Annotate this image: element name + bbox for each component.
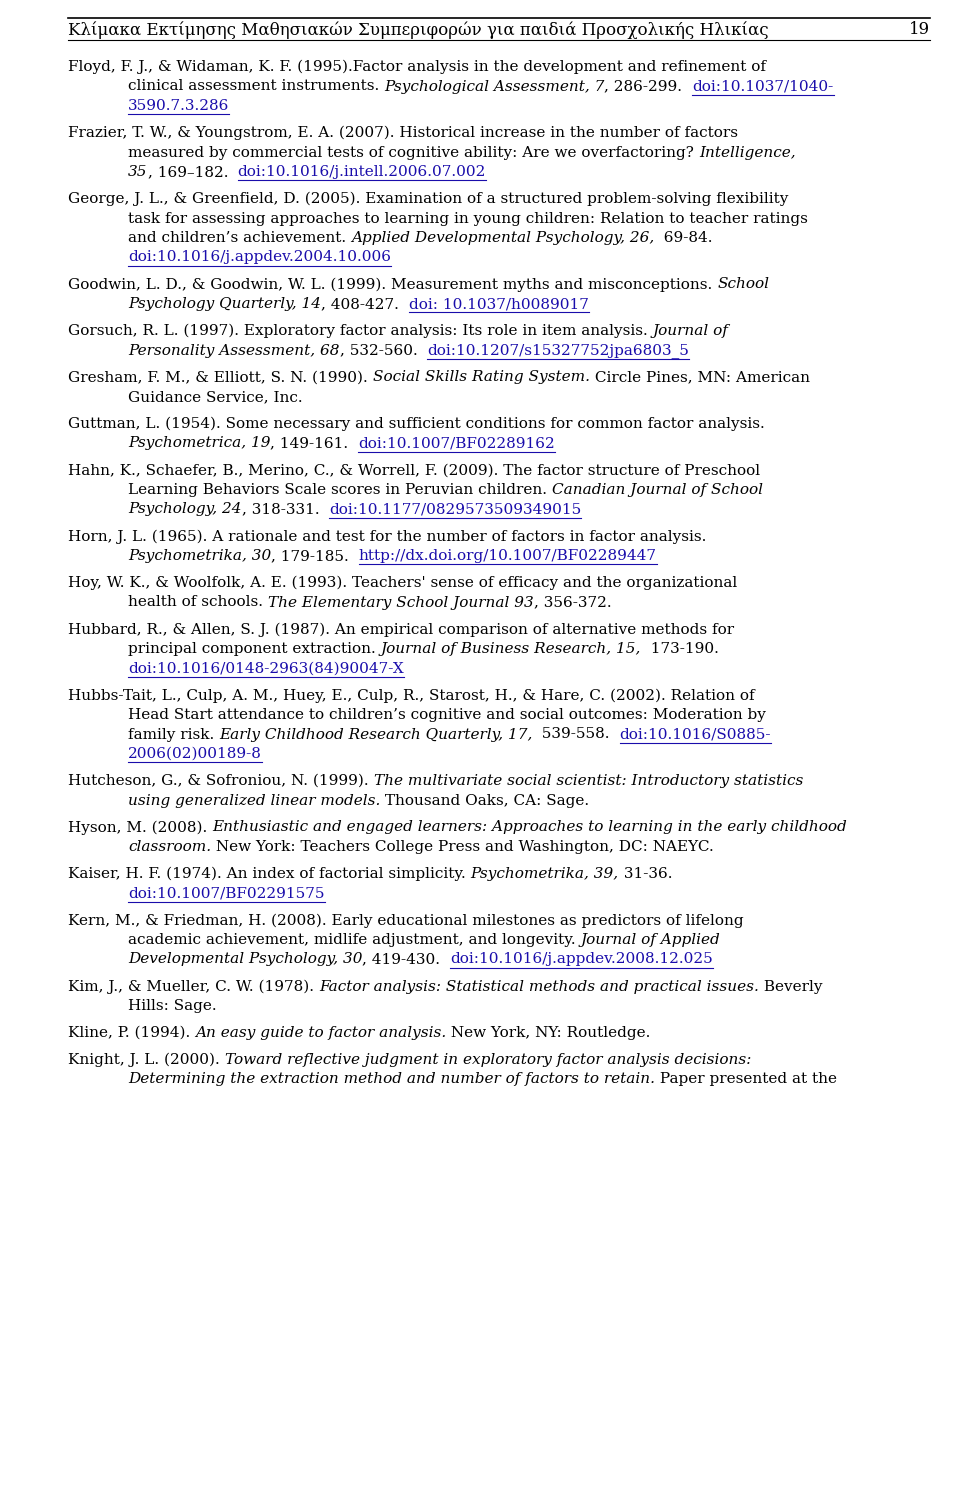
Text: , 286-299.: , 286-299. [605, 79, 692, 94]
Text: 69-84.: 69-84. [655, 231, 712, 245]
Text: Hyson, M. (2008).: Hyson, M. (2008). [68, 821, 212, 836]
Text: Guidance Service, Inc.: Guidance Service, Inc. [128, 389, 302, 404]
Text: , 408-427.: , 408-427. [321, 297, 409, 310]
Text: Personality Assessment, 68: Personality Assessment, 68 [128, 343, 340, 358]
Text: Journal of: Journal of [653, 324, 729, 339]
Text: Kline, P. (1994).: Kline, P. (1994). [68, 1026, 195, 1040]
Text: Circle Pines, MN: American: Circle Pines, MN: American [589, 370, 809, 385]
Text: Psychometrika, 30: Psychometrika, 30 [128, 549, 272, 562]
Text: Psychometrika, 39,: Psychometrika, 39, [470, 867, 619, 880]
Text: New York, NY: Routledge.: New York, NY: Routledge. [446, 1026, 651, 1040]
Text: task for assessing approaches to learning in young children: Relation to teacher: task for assessing approaches to learnin… [128, 212, 808, 225]
Text: academic achievement, midlife adjustment, and longevity.: academic achievement, midlife adjustment… [128, 932, 581, 947]
Text: doi:10.1016/0148-2963(84)90047-X: doi:10.1016/0148-2963(84)90047-X [128, 661, 404, 676]
Text: Kern, M., & Friedman, H. (2008). Early educational milestones as predictors of l: Kern, M., & Friedman, H. (2008). Early e… [68, 913, 744, 928]
Text: School: School [717, 278, 769, 291]
Text: doi:10.1016/j.intell.2006.07.002: doi:10.1016/j.intell.2006.07.002 [238, 166, 486, 179]
Text: An easy guide to factor analysis.: An easy guide to factor analysis. [195, 1026, 446, 1040]
Text: doi:10.1007/BF02289162: doi:10.1007/BF02289162 [358, 437, 555, 451]
Text: doi:10.1037/1040-: doi:10.1037/1040- [692, 79, 833, 94]
Text: Hutcheson, G., & Sofroniou, N. (1999).: Hutcheson, G., & Sofroniou, N. (1999). [68, 774, 373, 788]
Text: , 149-161.: , 149-161. [271, 437, 358, 451]
Text: doi:10.1016/j.appdev.2004.10.006: doi:10.1016/j.appdev.2004.10.006 [128, 251, 391, 264]
Text: Social Skills Rating System.: Social Skills Rating System. [372, 370, 589, 385]
Text: , 179-185.: , 179-185. [272, 549, 359, 562]
Text: classroom.: classroom. [128, 840, 211, 853]
Text: Hubbs-Tait, L., Culp, A. M., Huey, E., Culp, R., Starost, H., & Hare, C. (2002).: Hubbs-Tait, L., Culp, A. M., Huey, E., C… [68, 688, 755, 703]
Text: Floyd, F. J., & Widaman, K. F. (1995).Factor analysis in the development and ref: Floyd, F. J., & Widaman, K. F. (1995).Fa… [68, 60, 766, 75]
Text: Toward reflective judgment in exploratory factor analysis decisions:: Toward reflective judgment in explorator… [225, 1053, 751, 1067]
Text: Psychology Quarterly, 14: Psychology Quarterly, 14 [128, 297, 321, 310]
Text: The Elementary School Journal 93: The Elementary School Journal 93 [268, 595, 534, 610]
Text: Journal of Business Research, 15,: Journal of Business Research, 15, [380, 642, 641, 656]
Text: Enthusiastic and engaged learners: Approaches to learning in the early childhood: Enthusiastic and engaged learners: Appro… [212, 821, 847, 834]
Text: Kaiser, H. F. (1974). An index of factorial simplicity.: Kaiser, H. F. (1974). An index of factor… [68, 867, 470, 882]
Text: and children’s achievement.: and children’s achievement. [128, 231, 351, 245]
Text: 3590.7.3.286: 3590.7.3.286 [128, 98, 229, 113]
Text: Knight, J. L. (2000).: Knight, J. L. (2000). [68, 1053, 225, 1067]
Text: Gorsuch, R. L. (1997). Exploratory factor analysis: Its role in item analysis.: Gorsuch, R. L. (1997). Exploratory facto… [68, 324, 653, 339]
Text: Hills: Sage.: Hills: Sage. [128, 1000, 217, 1013]
Text: health of schools.: health of schools. [128, 595, 268, 610]
Text: 539-558.: 539-558. [533, 728, 620, 742]
Text: Canadian Journal of School: Canadian Journal of School [552, 483, 763, 497]
Text: Horn, J. L. (1965). A rationale and test for the number of factors in factor ana: Horn, J. L. (1965). A rationale and test… [68, 530, 707, 545]
Text: Hubbard, R., & Allen, S. J. (1987). An empirical comparison of alternative metho: Hubbard, R., & Allen, S. J. (1987). An e… [68, 622, 734, 637]
Text: , 356-372.: , 356-372. [534, 595, 612, 610]
Text: Factor analysis: Statistical methods and practical issues.: Factor analysis: Statistical methods and… [319, 980, 758, 994]
Text: Head Start attendance to children’s cognitive and social outcomes: Moderation by: Head Start attendance to children’s cogn… [128, 709, 766, 722]
Text: , 318-331.: , 318-331. [242, 503, 329, 516]
Text: doi:10.1207/s15327752jpa6803_5: doi:10.1207/s15327752jpa6803_5 [427, 343, 689, 358]
Text: , 169–182.: , 169–182. [148, 166, 238, 179]
Text: Guttman, L. (1954). Some necessary and sufficient conditions for common factor a: Guttman, L. (1954). Some necessary and s… [68, 416, 765, 431]
Text: doi:10.1177/0829573509349015: doi:10.1177/0829573509349015 [329, 503, 581, 516]
Text: Determining the extraction method and number of factors to retain.: Determining the extraction method and nu… [128, 1073, 655, 1086]
Text: doi:10.1007/BF02291575: doi:10.1007/BF02291575 [128, 886, 324, 901]
Text: Journal of Applied: Journal of Applied [581, 932, 720, 947]
Text: Kim, J., & Mueller, C. W. (1978).: Kim, J., & Mueller, C. W. (1978). [68, 980, 319, 994]
Text: principal component extraction.: principal component extraction. [128, 642, 380, 656]
Text: Psychological Assessment, 7: Psychological Assessment, 7 [384, 79, 605, 94]
Text: measured by commercial tests of cognitive ability: Are we overfactoring?: measured by commercial tests of cognitiv… [128, 146, 699, 160]
Text: 173-190.: 173-190. [641, 642, 719, 656]
Text: 19: 19 [909, 21, 930, 37]
Text: Applied Developmental Psychology, 26,: Applied Developmental Psychology, 26, [351, 231, 655, 245]
Text: doi:10.1016/j.appdev.2008.12.025: doi:10.1016/j.appdev.2008.12.025 [450, 952, 713, 967]
Text: George, J. L., & Greenfield, D. (2005). Examination of a structured problem-solv: George, J. L., & Greenfield, D. (2005). … [68, 192, 788, 206]
Text: Goodwin, L. D., & Goodwin, W. L. (1999). Measurement myths and misconceptions.: Goodwin, L. D., & Goodwin, W. L. (1999).… [68, 278, 717, 292]
Text: using generalized linear models.: using generalized linear models. [128, 794, 380, 807]
Text: Psychometrica, 19: Psychometrica, 19 [128, 437, 271, 451]
Text: doi:10.1016/S0885-: doi:10.1016/S0885- [620, 728, 771, 742]
Text: clinical assessment instruments.: clinical assessment instruments. [128, 79, 384, 94]
Text: Hoy, W. K., & Woolfolk, A. E. (1993). Teachers' sense of efficacy and the organi: Hoy, W. K., & Woolfolk, A. E. (1993). Te… [68, 576, 737, 591]
Text: Κλίμακα Εκτίμησης Μαθησιακών Συμπεριφορών για παιδιά Προσχολικής Ηλικίας: Κλίμακα Εκτίμησης Μαθησιακών Συμπεριφορώ… [68, 21, 769, 39]
Text: Psychology, 24: Psychology, 24 [128, 503, 242, 516]
Text: family risk.: family risk. [128, 728, 219, 742]
Text: 35: 35 [128, 166, 148, 179]
Text: , 532-560.: , 532-560. [340, 343, 427, 358]
Text: Learning Behaviors Scale scores in Peruvian children.: Learning Behaviors Scale scores in Peruv… [128, 483, 552, 497]
Text: Early Childhood Research Quarterly, 17,: Early Childhood Research Quarterly, 17, [219, 728, 533, 742]
Text: Gresham, F. M., & Elliott, S. N. (1990).: Gresham, F. M., & Elliott, S. N. (1990). [68, 370, 372, 385]
Text: Intelligence,: Intelligence, [699, 146, 796, 160]
Text: Developmental Psychology, 30: Developmental Psychology, 30 [128, 952, 363, 967]
Text: The multivariate social scientist: Introductory statistics: The multivariate social scientist: Intro… [373, 774, 803, 788]
Text: New York: Teachers College Press and Washington, DC: NAEYC.: New York: Teachers College Press and Was… [211, 840, 714, 853]
Text: , 419-430.: , 419-430. [363, 952, 450, 967]
Text: Thousand Oaks, CA: Sage.: Thousand Oaks, CA: Sage. [380, 794, 589, 807]
Text: 31-36.: 31-36. [619, 867, 672, 880]
Text: Hahn, K., Schaefer, B., Merino, C., & Worrell, F. (2009). The factor structure o: Hahn, K., Schaefer, B., Merino, C., & Wo… [68, 464, 760, 477]
Text: Frazier, T. W., & Youngstrom, E. A. (2007). Historical increase in the number of: Frazier, T. W., & Youngstrom, E. A. (200… [68, 125, 738, 140]
Text: 2006(02)00189-8: 2006(02)00189-8 [128, 747, 262, 761]
Text: doi: 10.1037/h0089017: doi: 10.1037/h0089017 [409, 297, 588, 310]
Text: Paper presented at the: Paper presented at the [655, 1073, 837, 1086]
Text: Beverly: Beverly [758, 980, 823, 994]
Text: http://dx.doi.org/10.1007/BF02289447: http://dx.doi.org/10.1007/BF02289447 [359, 549, 657, 562]
